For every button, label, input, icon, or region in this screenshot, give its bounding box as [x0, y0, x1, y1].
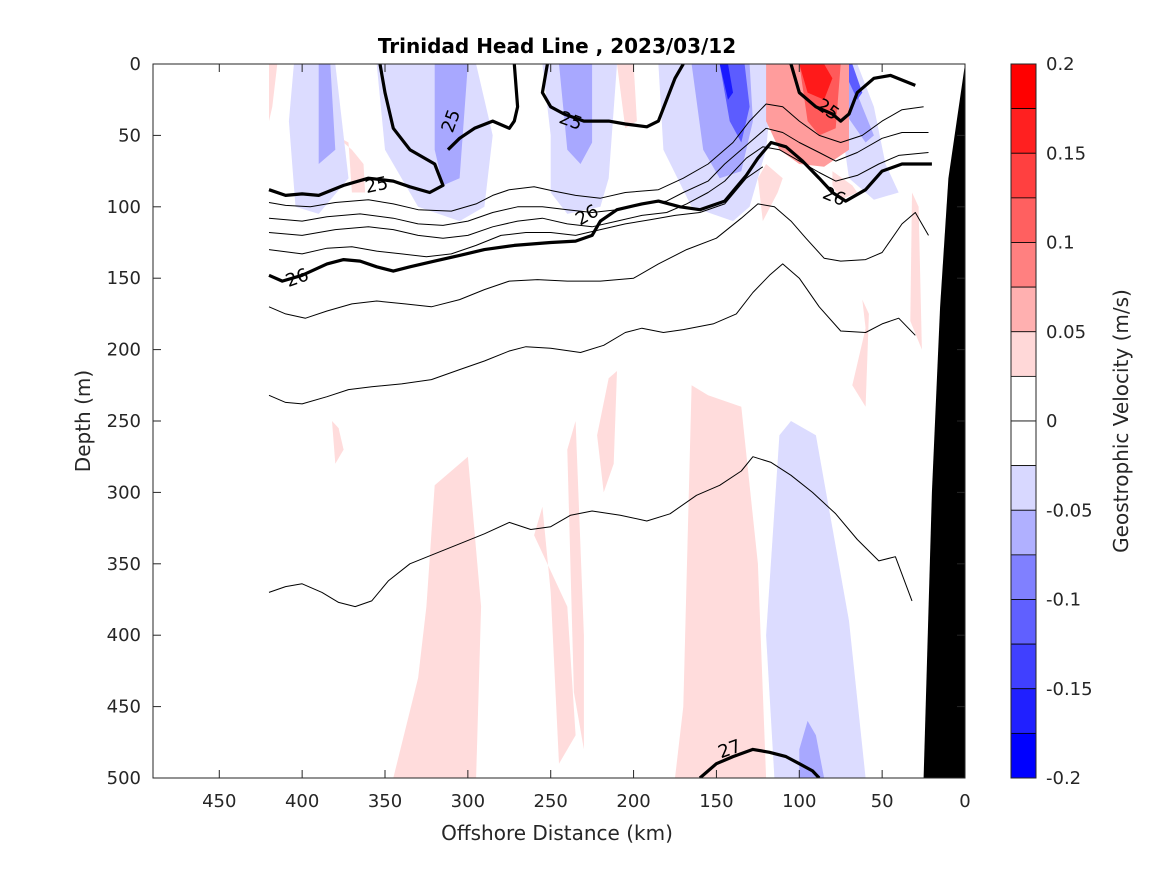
colorbar-segment-11 — [1010, 554, 1037, 600]
y-tick-label-9: 450 — [107, 697, 141, 718]
colorbar-tick-label-3: 0.05 — [1046, 322, 1086, 343]
density-contour-9 — [268, 203, 929, 319]
colorbar-segment-13 — [1010, 643, 1037, 690]
x-tick-label-3: 300 — [451, 791, 485, 812]
velocity-region-11 — [675, 385, 767, 778]
y-axis-ticks: 0 50 100 150 200 250 300 350 400 450 500 — [107, 54, 965, 789]
colorbar-tick-label-1: 0.15 — [1046, 143, 1086, 164]
velocity-region-8 — [332, 421, 344, 464]
y-tick-label-0: 0 — [130, 54, 141, 75]
x-tick-label-5: 200 — [616, 791, 650, 812]
density-contour-11 — [268, 456, 913, 608]
colorbar-segment-12 — [1010, 599, 1037, 645]
velocity-region-6 — [567, 421, 584, 750]
y-tick-label-8: 400 — [107, 625, 141, 646]
x-tick-label-8: 50 — [871, 791, 894, 812]
colorbar-segment-2 — [1010, 152, 1037, 199]
velocity-region-0 — [269, 64, 278, 122]
colorbar-tick-label-5: -0.05 — [1046, 500, 1093, 521]
colorbar-segment-1 — [1010, 108, 1037, 154]
x-axis-ticks: 450 400 350 300 250 200 150 100 50 0 — [202, 64, 971, 812]
velocity-region-32 — [832, 171, 858, 200]
velocity-region-7 — [597, 371, 617, 493]
x-tick-label-9: 0 — [959, 791, 970, 812]
y-tick-label-7: 350 — [107, 554, 141, 575]
contour-label-4: 26 — [283, 264, 312, 292]
y-tick-label-3: 150 — [107, 268, 141, 289]
colorbar-segment-9 — [1010, 465, 1037, 511]
velocity-region-23 — [799, 720, 825, 778]
x-tick-label-2: 350 — [368, 791, 402, 812]
velocity-region-5 — [852, 299, 869, 407]
colorbar-label: Geostrophic Velocity (m/s) — [1109, 289, 1133, 553]
x-tick-label-0: 450 — [202, 791, 236, 812]
x-tick-label-1: 400 — [285, 791, 319, 812]
y-tick-label-5: 250 — [107, 411, 141, 432]
density-contour-8 — [268, 166, 764, 258]
velocity-region-10 — [534, 506, 576, 764]
colorbar-segment-5 — [1010, 286, 1037, 333]
density-contour-layer — [268, 64, 932, 778]
colorbar-segment-6 — [1010, 331, 1037, 377]
density-contour-10 — [268, 263, 916, 405]
colorbar-tick-label-6: -0.1 — [1046, 590, 1081, 611]
velocity-region-18 — [310, 64, 336, 164]
density-contour-4 — [268, 103, 924, 212]
colorbar-tick-label-4: 0 — [1046, 411, 1057, 432]
y-axis-label: Depth (m) — [71, 370, 95, 472]
y-tick-label-4: 200 — [107, 340, 141, 361]
density-contour-12 — [698, 747, 821, 778]
colorbar: 0.2 0.15 0.1 0.05 0 -0.05 -0.1 -0.15 -0.2 — [1010, 54, 1093, 789]
x-tick-label-4: 250 — [534, 791, 568, 812]
x-axis-label: Offshore Distance (km) — [441, 821, 673, 845]
colorbar-segment-8 — [1010, 420, 1037, 467]
velocity-region-9 — [393, 456, 482, 778]
velocity-fill-layer — [269, 64, 922, 778]
y-tick-label-6: 300 — [107, 482, 141, 503]
velocity-region-3 — [617, 64, 637, 129]
x-tick-label-7: 100 — [782, 791, 816, 812]
velocity-region-24 — [708, 64, 750, 143]
colorbar-segment-15 — [1010, 732, 1037, 779]
velocity-region-29 — [791, 64, 833, 100]
colorbar-tick-label-7: -0.15 — [1046, 679, 1093, 700]
colorbar-segment-0 — [1010, 63, 1037, 110]
y-tick-label-1: 50 — [118, 125, 141, 146]
colorbar-segment-3 — [1010, 197, 1037, 243]
velocity-region-1 — [335, 135, 366, 193]
velocity-region-26 — [719, 64, 733, 100]
land-mask-layer — [923, 64, 965, 778]
velocity-region-19 — [418, 64, 468, 186]
density-contour-3 — [789, 64, 916, 123]
x-tick-label-6: 150 — [699, 791, 733, 812]
density-contour-1 — [446, 64, 520, 151]
colorbar-segment-14 — [1010, 688, 1037, 734]
y-tick-label-10: 500 — [107, 768, 141, 789]
velocity-region-20 — [550, 64, 593, 164]
density-contour-7 — [268, 140, 932, 283]
contour-label-0: 25 — [363, 173, 390, 198]
colorbar-segment-10 — [1010, 509, 1037, 556]
colorbar-tick-label-0: 0.2 — [1046, 54, 1075, 75]
velocity-region-31 — [757, 164, 783, 222]
colorbar-tick-label-2: 0.1 — [1046, 233, 1075, 254]
velocity-region-30 — [728, 563, 753, 778]
colorbar-segment-7 — [1010, 375, 1037, 422]
density-contour-6 — [268, 146, 929, 239]
velocity-region-4 — [910, 192, 922, 350]
y-tick-label-2: 100 — [107, 197, 141, 218]
chart-title: Trinidad Head Line , 2023/03/12 — [378, 34, 736, 58]
colorbar-frame — [1010, 63, 1037, 779]
density-contour-0 — [268, 64, 445, 197]
colorbar-segment-4 — [1010, 242, 1037, 288]
colorbar-tick-label-8: -0.2 — [1046, 768, 1081, 789]
density-contour-2 — [540, 64, 685, 129]
land-mask — [923, 64, 965, 778]
velocity-region-17 — [766, 421, 866, 778]
